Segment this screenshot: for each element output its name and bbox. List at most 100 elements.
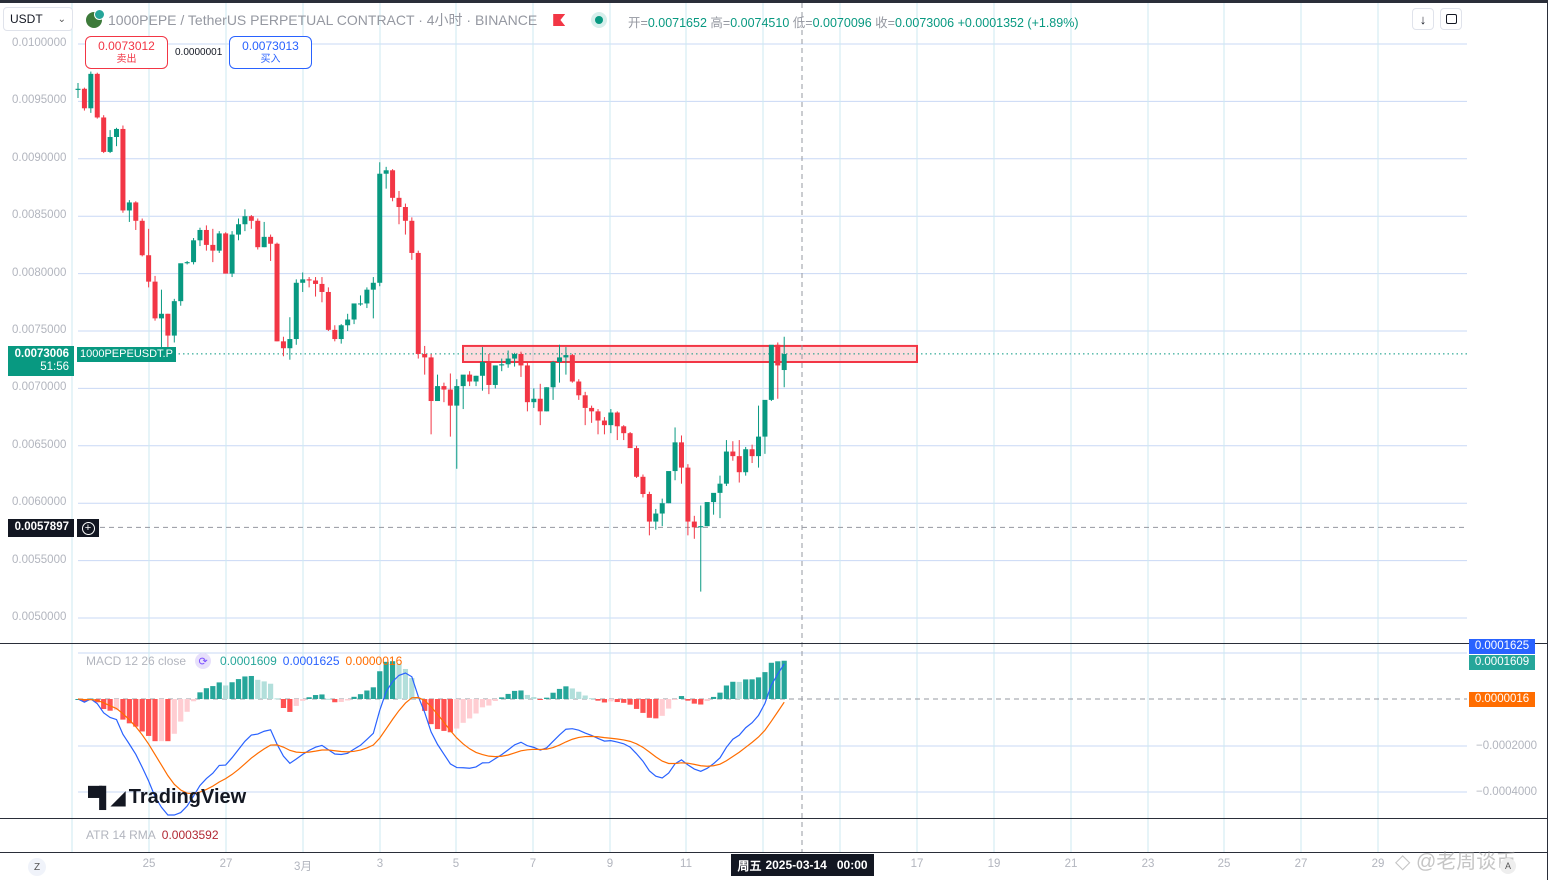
change-value: +0.0001352 (+1.89%)	[957, 16, 1079, 30]
price-axis-label: 0.0060000	[12, 496, 67, 509]
candle-body	[274, 243, 280, 342]
atr-legend[interactable]: ATR 14 RMA 0.0003592	[86, 828, 219, 842]
candle-body	[717, 483, 723, 493]
candle-body	[184, 262, 190, 264]
time-axis-label: 25	[1217, 858, 1231, 870]
time-axis-label: 19	[987, 858, 1001, 870]
time-axis-label: 23	[1141, 858, 1155, 870]
sell-button[interactable]: 0.0073012 卖出	[85, 36, 168, 69]
ohlc-values: 开=0.0071652 高=0.0074510 低=0.0070096 收=0.…	[628, 12, 1079, 31]
timezone-button[interactable]: Z	[28, 858, 46, 876]
pane-separator[interactable]	[0, 643, 1548, 644]
candle-body	[390, 170, 396, 198]
chevron-down-icon: ⌄	[57, 13, 66, 25]
macd-hist-bar	[595, 699, 601, 701]
macd-line	[77, 663, 785, 816]
add-alert-button[interactable]: +	[77, 519, 99, 537]
fullscreen-button[interactable]	[1440, 8, 1462, 30]
macd-hist-bar	[511, 690, 518, 699]
macd-hist-bar	[460, 699, 466, 723]
macd-hist-bar	[659, 699, 665, 716]
price-axis-label: 0.0080000	[12, 266, 67, 279]
macd-hist-bar	[377, 671, 383, 699]
macd-hist-bar	[666, 699, 672, 709]
candle-body	[723, 451, 729, 484]
symbol-title[interactable]: 1000PEPE / TetherUS PERPETUAL CONTRACT ·…	[108, 12, 538, 28]
candle-body	[775, 344, 781, 366]
macd-hist-bar	[370, 687, 376, 699]
candle-body	[557, 357, 562, 362]
macd-line-tag: 0.0001625	[1469, 639, 1535, 654]
candle-body	[473, 375, 479, 382]
watermark: ◇ @老周谈币	[1395, 851, 1517, 873]
macd-hist-bar	[563, 686, 569, 699]
candle-body	[306, 279, 312, 281]
candle-body	[101, 117, 107, 152]
candle-body	[171, 301, 177, 336]
macd-hist-bar	[550, 692, 556, 699]
macd-hist-bar	[531, 697, 537, 699]
macd-title: MACD 12 26 close	[86, 654, 187, 668]
candle-body	[223, 233, 229, 274]
macd-hist-bar	[101, 699, 107, 710]
macd-hist-bar	[261, 681, 267, 699]
candle-body	[608, 412, 614, 426]
macd-hist-bar	[505, 693, 511, 699]
macd-hist-bar	[608, 699, 614, 702]
time-axis-label: 5	[452, 858, 460, 870]
candle-body	[454, 386, 460, 406]
tradingview-logo[interactable]: ▀▌◢ TradingView	[88, 785, 246, 810]
macd-hist-tag: 0.0001609	[1469, 655, 1535, 670]
candle-body	[704, 502, 710, 527]
candle-body	[435, 386, 441, 402]
macd-hist-bar	[415, 697, 421, 699]
macd-hist-bar	[556, 688, 563, 699]
flag-icon[interactable]	[553, 14, 566, 26]
candle-body	[319, 283, 325, 292]
macd-hist-bar	[383, 661, 389, 699]
low-value: 0.0070096	[812, 16, 872, 30]
macd-hist-bar	[454, 699, 460, 729]
refresh-icon[interactable]: ⟳	[195, 653, 212, 669]
fullscreen-icon	[1445, 14, 1457, 24]
close-label: 收=	[875, 16, 895, 30]
time-axis-separator	[0, 852, 1548, 853]
candle-body	[499, 364, 505, 366]
macd-legend[interactable]: MACD 12 26 close ⟳ 0.0001609 0.0001625 0…	[86, 653, 402, 669]
candle-body	[544, 387, 550, 412]
candle-body	[216, 233, 222, 251]
candle-body	[492, 365, 498, 385]
macd-hist-bar	[447, 699, 453, 733]
candle-body	[537, 398, 543, 412]
price-axis-label: 0.0090000	[12, 151, 67, 164]
bar-countdown: 51:56	[40, 361, 69, 373]
macd-hist-bar	[152, 699, 158, 742]
candle-body	[621, 426, 627, 434]
scroll-to-latest-button[interactable]: ↓	[1412, 8, 1434, 30]
macd-hist-bar	[428, 699, 434, 725]
macd-hist-bar	[736, 681, 742, 699]
market-status-icon[interactable]	[591, 12, 608, 28]
pane-separator[interactable]	[0, 818, 1548, 819]
symbol-legend[interactable]: 1000PEPE / TetherUS PERPETUAL CONTRACT ·…	[86, 9, 608, 30]
auto-scale-button[interactable]: A	[1500, 858, 1516, 874]
candle-body	[698, 526, 704, 528]
macd-hist-bar	[730, 681, 736, 699]
buy-button[interactable]: 0.0073013 买入	[229, 36, 312, 69]
macd-hist-bar	[216, 682, 222, 699]
candle-body	[646, 494, 652, 522]
candle-body	[203, 229, 209, 245]
macd-hist-bar	[255, 679, 261, 699]
candle-body	[75, 88, 81, 90]
candle-body	[152, 281, 158, 319]
macd-hist-bar	[126, 699, 132, 724]
candle-body	[640, 476, 646, 495]
candle-body	[531, 398, 537, 403]
currency-select[interactable]: USDT ⌄	[3, 7, 73, 31]
macd-hist-bar	[178, 699, 184, 722]
candle-body	[441, 386, 447, 390]
last-price-tag: 0.0073006 51:56	[8, 346, 74, 376]
macd-hist-bar	[235, 679, 242, 699]
